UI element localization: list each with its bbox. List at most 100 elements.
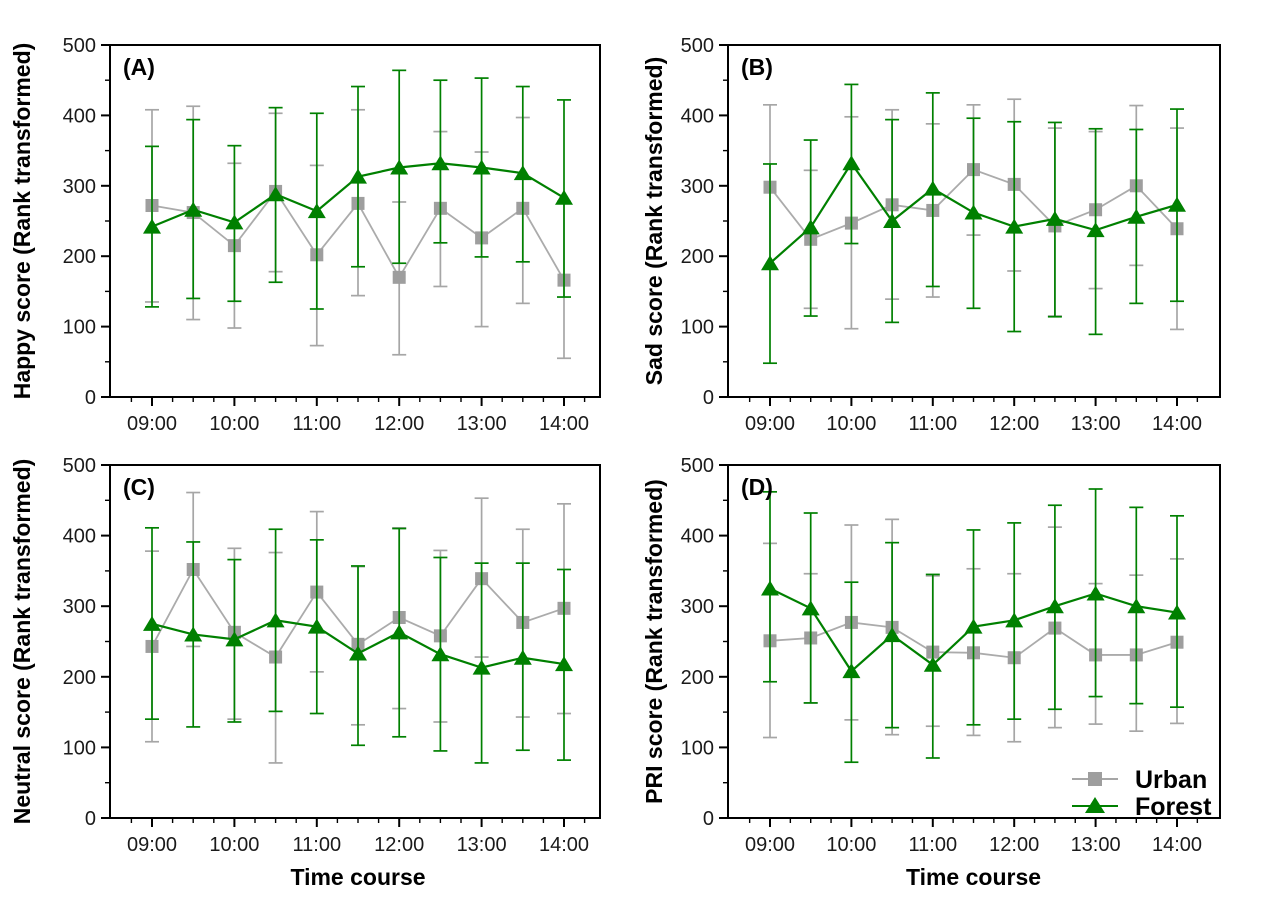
x-tick-label: 14:00 [539,834,589,856]
y-tick-label: 0 [85,387,96,409]
x-axis-title: Time course [290,864,425,890]
series-forest [143,69,573,310]
forest-triangle-marker [964,618,983,634]
y-tick-label: 400 [63,105,96,127]
y-tick-label: 0 [703,387,714,409]
forest-triangle-marker [1005,612,1024,628]
x-tick-label: 12:00 [989,834,1039,856]
forest-triangle-marker [307,203,326,219]
forest-triangle-marker [761,580,779,596]
x-tick-label: 11:00 [293,413,342,435]
y-tick-label: 500 [63,455,96,477]
panel-letter-label: (B) [741,54,773,80]
y-axis-title: Neutral score (Rank transformed) [9,459,35,825]
y-tick-label: 100 [681,737,714,759]
x-tick-label: 11:00 [909,834,958,856]
panel-letter-label: (C) [123,474,155,500]
forest-triangle-marker [923,180,942,196]
forest-triangle-marker [883,213,902,228]
x-tick-label: 09:00 [745,834,795,856]
forest-triangle-marker [184,201,203,217]
forest-triangle-marker [390,624,409,640]
forest-triangle-marker [842,155,861,171]
panel-A-frame [109,44,601,398]
y-tick-label: 400 [63,526,96,548]
legend-forest-triangle-marker [1085,797,1105,813]
forest-triangle-marker [1127,598,1146,614]
x-tick-label: 12:00 [989,413,1039,435]
forest-triangle-marker [143,615,161,631]
series-forest [143,526,573,764]
x-tick-label: 13:00 [1071,413,1121,435]
forest-triangle-marker [801,600,820,616]
legend-urban-square-marker [1088,772,1102,786]
forest-triangle-marker [555,189,573,205]
forest-triangle-marker [1168,604,1186,620]
forest-triangle-marker [266,612,285,628]
y-tick-label: 0 [703,808,714,830]
legend-item-urban: Urban [1072,766,1207,794]
forest-triangle-marker [1086,222,1105,238]
y-tick-label: 500 [681,35,714,57]
forest-triangle-marker [349,168,367,184]
forest-triangle-marker [923,656,942,672]
forest-triangle-marker [964,204,983,220]
panel-D: 0 100 200 300 400 500 09:00 10:00 11:00 12:00 13:0… [641,455,1221,890]
x-tick-label: 10:00 [826,834,876,856]
forest-triangle-marker [225,631,244,647]
x-tick-label: 13:00 [1071,834,1121,856]
forest-triangle-marker [513,649,532,665]
x-tick-label: 09:00 [745,413,795,435]
x-tick-label: 13:00 [457,834,507,856]
forest-triangle-marker [842,663,861,679]
forest-triangle-marker [225,214,244,230]
forest-triangle-marker [1127,208,1146,224]
x-tick-label: 14:00 [1152,413,1202,435]
x-tick-label: 10:00 [209,413,259,435]
forest-triangle-marker [513,165,532,181]
y-axis-title: Sad score (Rank transformed) [641,57,667,385]
panel-C: 0 100 200 300 400 500 09:00 10:00 11:00 12:00 13:0… [9,455,601,890]
y-tick-label: 400 [681,105,714,127]
y-tick-label: 300 [63,176,96,198]
legend-label: Urban [1135,766,1207,794]
forest-triangle-marker [1045,210,1064,226]
y-tick-label: 300 [681,176,714,198]
series-forest [761,83,1186,365]
forest-triangle-marker [555,656,573,672]
y-axis-title: Happy score (Rank transformed) [9,43,35,400]
legend-label: Forest [1135,793,1212,821]
y-tick-label: 0 [85,808,96,830]
forest-triangle-marker [1045,598,1064,614]
x-tick-label: 10:00 [826,413,876,435]
y-tick-label: 400 [681,526,714,548]
x-tick-label: 11:00 [293,834,342,856]
y-tick-label: 100 [681,317,714,339]
forest-triangle-marker [472,159,491,175]
x-tick-label: 12:00 [374,413,424,435]
forest-triangle-marker [1086,585,1105,601]
forest-triangle-marker [266,186,285,202]
forest-triangle-marker [184,626,203,642]
x-axis-title: Time course [906,864,1041,890]
forest-triangle-marker [1005,218,1024,234]
x-tick-label: 11:00 [909,413,958,435]
forest-triangle-marker [390,159,409,175]
forest-triangle-marker [431,155,450,171]
y-tick-label: 200 [63,246,96,268]
y-tick-label: 200 [681,246,714,268]
forest-triangle-marker [1168,196,1186,212]
x-tick-label: 14:00 [1152,834,1202,856]
forest-triangle-marker [883,627,902,643]
y-tick-label: 200 [63,667,96,689]
forest-triangle-marker [431,646,450,662]
y-tick-label: 300 [63,596,96,618]
y-tick-label: 100 [63,737,96,759]
forest-triangle-marker [307,618,326,634]
urban-square-marker [392,270,406,284]
x-tick-label: 12:00 [374,834,424,856]
forest-triangle-marker [143,218,161,234]
